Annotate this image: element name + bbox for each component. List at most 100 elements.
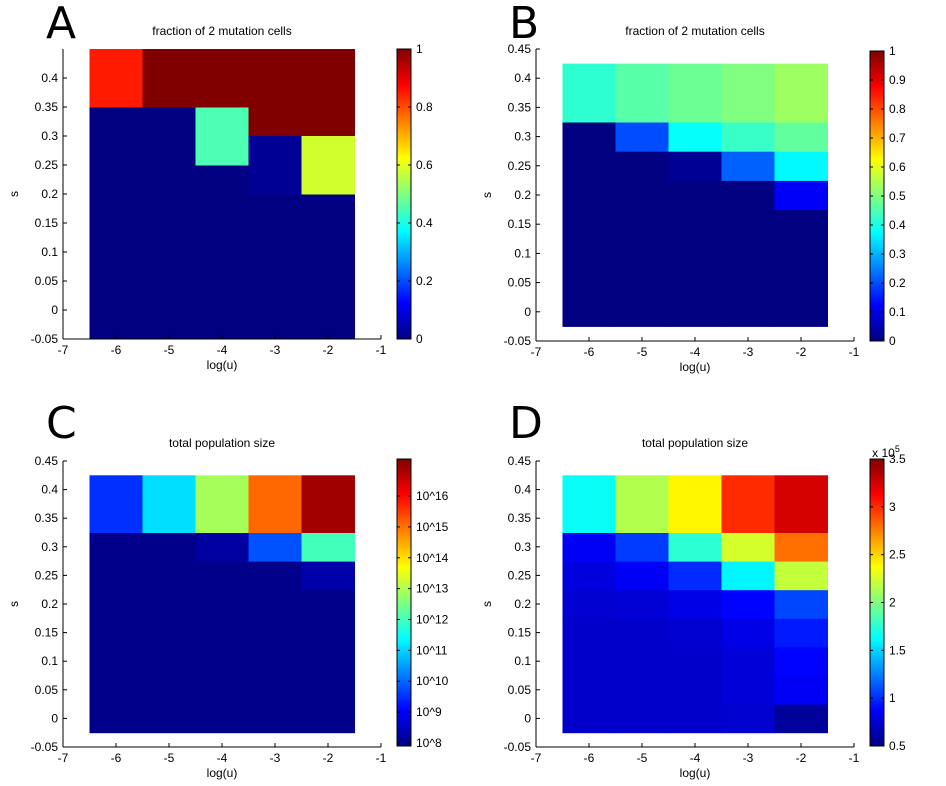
heatmap-cell	[721, 238, 775, 269]
heatmap-cell	[562, 704, 616, 734]
y-axis-label: s	[480, 192, 494, 198]
heatmap-cell	[301, 136, 355, 195]
heatmap-cell	[142, 165, 196, 224]
heatmap-cell	[248, 281, 302, 340]
y-tick-label: 0.45	[508, 454, 532, 468]
heatmap-cell	[195, 223, 249, 282]
x-axis-label: log(u)	[207, 358, 238, 372]
chart-title: fraction of 2 mutation cells	[625, 24, 764, 38]
x-tick-label: -2	[323, 343, 334, 357]
heatmap-cell	[89, 675, 143, 705]
heatmap-cell	[668, 63, 722, 94]
x-axis-label: log(u)	[680, 766, 711, 780]
heatmap-cell	[668, 180, 722, 211]
heatmap-cell	[89, 281, 143, 340]
heatmap-cell	[668, 209, 722, 240]
heatmap-cell	[195, 165, 249, 224]
x-tick-label: -3	[270, 343, 281, 357]
y-tick-label: 0.4	[514, 483, 531, 497]
heatmap-cell	[721, 297, 775, 327]
heatmap-cell	[668, 561, 722, 591]
panel-label-a: A	[46, 0, 76, 49]
y-tick-label: 0.05	[35, 683, 59, 697]
heatmap-cell	[721, 63, 775, 94]
heatmap-cell	[615, 561, 669, 591]
x-tick-label: -4	[217, 343, 228, 357]
heatmap-cell	[721, 704, 775, 734]
colorbar-tick-label: 1.5	[889, 643, 906, 657]
heatmap-cell	[195, 561, 249, 591]
heatmap-cell	[89, 532, 143, 562]
heatmap-cell	[89, 223, 143, 282]
colorbar-tick-label: 0.2	[889, 276, 906, 290]
y-tick-label: 0.25	[508, 159, 532, 173]
heatmap-cell	[615, 268, 669, 298]
heatmap-cell	[721, 503, 775, 533]
heatmap-cell	[721, 180, 775, 211]
colorbar-tick-label: 10^15	[416, 520, 449, 534]
heatmap-cell	[562, 92, 616, 123]
y-tick-label: 0.25	[35, 158, 59, 172]
y-tick-label: 0.45	[35, 454, 59, 468]
heatmap-cell	[721, 475, 775, 505]
colorbar-tick-label: 10^12	[416, 612, 449, 626]
heatmap-cell	[668, 704, 722, 734]
heatmap-cell	[615, 675, 669, 705]
heatmap-cell	[248, 223, 302, 282]
heatmap-cell	[721, 268, 775, 298]
y-tick-label: 0.1	[514, 246, 531, 260]
heatmap-cell	[615, 92, 669, 123]
colorbar-tick-label: 0	[416, 332, 423, 346]
heatmap-cell	[774, 151, 828, 181]
colorbar-tick-label: 10^8	[416, 736, 442, 750]
heatmap-cell	[248, 646, 302, 676]
heatmap-cell	[195, 532, 249, 562]
heatmap-cell	[301, 561, 355, 591]
heatmap-cell	[668, 268, 722, 298]
heatmap-cell	[668, 238, 722, 269]
x-tick-label: -6	[584, 345, 595, 359]
heatmap-cell	[562, 561, 616, 591]
heatmap-cell	[248, 618, 302, 648]
heatmap-cell	[774, 180, 828, 211]
colorbar	[396, 458, 412, 747]
heatmap-cell	[195, 107, 249, 166]
colorbar-tick-label: 3	[889, 500, 896, 514]
x-tick-label: -2	[323, 751, 334, 765]
heatmap-cell	[142, 475, 196, 505]
colorbar-tick-label: 3.5	[889, 452, 906, 466]
colorbar-tick-label: 1	[889, 44, 896, 58]
heatmap-cell	[562, 180, 616, 211]
x-tick-label: -1	[376, 343, 387, 357]
heatmap-cell	[721, 532, 775, 562]
colorbar-tick-label: 0.6	[889, 160, 906, 174]
heatmap-cell	[142, 49, 196, 108]
heatmap-cell	[195, 475, 249, 505]
heatmap-cell	[301, 503, 355, 533]
colorbar-tick-label: 10^14	[416, 551, 449, 565]
panel-label-b: B	[509, 0, 539, 49]
heatmap-cell	[248, 561, 302, 591]
y-tick-label: 0.35	[508, 511, 532, 525]
colorbar-tick-label: 10^9	[416, 705, 442, 719]
y-tick-label: 0	[524, 305, 531, 319]
y-tick-label: -0.05	[31, 740, 59, 754]
heatmap-cell	[721, 618, 775, 648]
heatmap-cell	[615, 151, 669, 181]
heatmap-cell	[142, 532, 196, 562]
x-tick-label: -4	[690, 345, 701, 359]
y-tick-label: 0	[51, 711, 58, 725]
y-tick-label: 0.35	[35, 511, 59, 525]
x-tick-label: -5	[164, 343, 175, 357]
heatmap-cell	[668, 297, 722, 327]
heatmap-cell	[668, 151, 722, 181]
heatmap-cell	[195, 589, 249, 619]
heatmap-cell	[248, 475, 302, 505]
heatmap-cell	[562, 238, 616, 269]
heatmap-cell	[195, 49, 249, 108]
heatmap-cell	[774, 238, 828, 269]
y-tick-label: 0.45	[508, 42, 532, 56]
panel-label-c: C	[46, 398, 77, 449]
heatmap-cell	[615, 297, 669, 327]
heatmap-cell	[562, 675, 616, 705]
